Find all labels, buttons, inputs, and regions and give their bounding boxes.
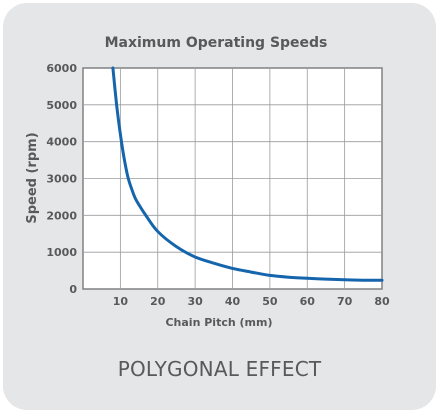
y-axis-label: Speed (rpm) — [25, 132, 40, 223]
chart-title: Maximum Operating Speeds — [105, 35, 328, 51]
grid-horizontal — [83, 104, 382, 253]
y-tick-label: 3000 — [46, 173, 77, 186]
x-tick-label: 30 — [187, 295, 203, 308]
y-tick-labels: 0 1000 2000 3000 4000 5000 6000 — [46, 62, 77, 296]
x-tick-label: 10 — [113, 295, 129, 308]
y-tick-label: 6000 — [46, 62, 77, 75]
x-tick-label: 40 — [225, 295, 241, 308]
x-tick-label: 20 — [150, 295, 166, 308]
x-tick-label: 60 — [300, 295, 316, 308]
y-tick-label: 4000 — [46, 136, 77, 149]
x-tick-labels: 10 20 30 40 50 60 70 80 — [113, 295, 390, 308]
y-tick-label: 0 — [69, 283, 77, 296]
y-tick-label: 1000 — [46, 246, 77, 259]
y-tick-label: 5000 — [46, 99, 77, 112]
x-tick-label: 50 — [262, 295, 278, 308]
x-tick-label: 70 — [337, 295, 353, 308]
figure-caption: POLYGONAL EFFECT — [117, 357, 322, 381]
x-tick-label: 80 — [374, 295, 390, 308]
series-line — [111, 66, 384, 282]
x-axis-label: Chain Pitch (mm) — [165, 316, 272, 329]
y-tick-label: 2000 — [46, 209, 77, 222]
